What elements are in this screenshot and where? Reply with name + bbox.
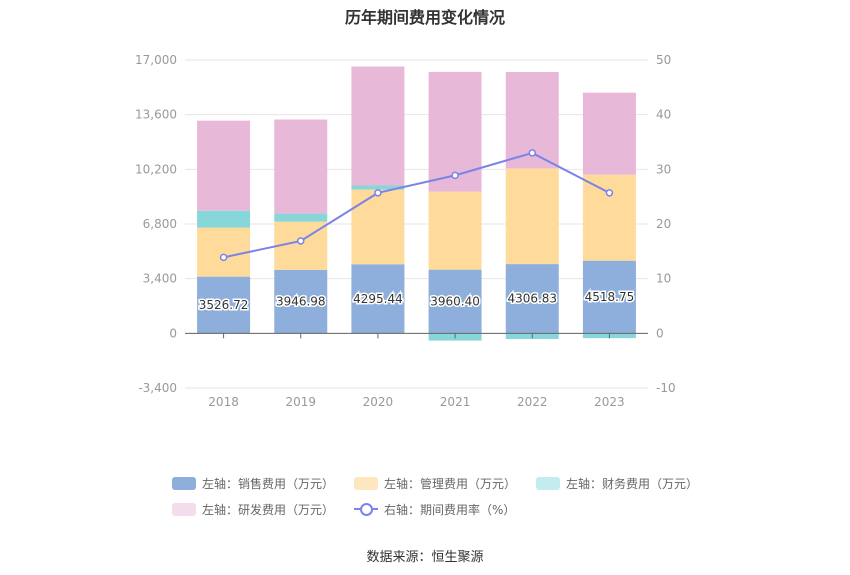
- legend-swatch-sales: [172, 476, 196, 490]
- x-tick-label: 2023: [594, 395, 625, 409]
- rate-point: [219, 253, 228, 262]
- y-right-tick-label: 0: [656, 326, 664, 340]
- bar-segment: [197, 227, 251, 277]
- bar-segment: [351, 264, 405, 334]
- y-right-tick-label: 50: [656, 53, 671, 67]
- bar-segment: [428, 191, 482, 270]
- legend-item-admin[interactable]: 左轴：管理费用（万元）: [354, 475, 516, 492]
- legend-label-sales: 左轴：销售费用（万元）: [202, 476, 335, 491]
- legend-item-finance[interactable]: 左轴：财务费用（万元）: [536, 475, 698, 492]
- legend-swatch-rnd: [172, 502, 196, 516]
- data-label: 4306.83: [507, 292, 557, 306]
- y-right-tick-label: 40: [656, 108, 671, 122]
- legend-label-rnd: 左轴：研发费用（万元）: [202, 502, 335, 517]
- x-tick-label: 2018: [208, 395, 239, 409]
- rate-point: [528, 149, 536, 157]
- bar-segment: [197, 210, 251, 228]
- bar-segment: [428, 269, 482, 334]
- legend-item-rnd[interactable]: 左轴：研发费用（万元）: [172, 501, 334, 518]
- data-label: 3960.40: [430, 294, 480, 308]
- bar-segment: [351, 189, 405, 265]
- bar-segment: [351, 66, 405, 186]
- legend-label-rate: 右轴：期间费用率（%）: [384, 502, 516, 517]
- bar-segment: [274, 119, 328, 214]
- legend-label-finance: 左轴：财务费用（万元）: [566, 476, 699, 491]
- legend-swatch-finance: [536, 476, 561, 490]
- x-tick-label: 2022: [517, 395, 548, 409]
- y-left-tick-label: 17,000: [135, 53, 177, 67]
- data-source: 数据来源：恒生聚源: [366, 550, 484, 565]
- rate-point: [374, 189, 382, 197]
- y-right-tick-label: 30: [656, 162, 671, 176]
- bar-segment: [274, 269, 328, 334]
- x-tick-label: 2019: [285, 395, 316, 409]
- rate-point: [451, 171, 459, 180]
- legend-item-sales[interactable]: 左轴：销售费用（万元）: [172, 475, 334, 492]
- bar-segment: [274, 213, 328, 222]
- legend: 左轴：销售费用（万元） 左轴：管理费用（万元） 左轴：财务费用（万元） 左轴：研…: [172, 472, 732, 524]
- bar-segment: [197, 120, 251, 211]
- y-left-tick-label: 0: [169, 326, 177, 340]
- bar-segment: [582, 174, 636, 261]
- data-label: 4295.44: [353, 292, 403, 306]
- bar-segment: [351, 185, 405, 190]
- bar-segment: [505, 264, 559, 334]
- rate-point: [605, 189, 614, 197]
- rate-line: [223, 151, 610, 259]
- y-left-tick-label: 13,600: [135, 108, 177, 122]
- bar-segment: [582, 260, 636, 334]
- x-tick-label: 2020: [363, 395, 394, 409]
- y-left-tick-label: 10,200: [135, 162, 177, 176]
- data-label: 4518.75: [585, 290, 635, 304]
- legend-swatch-admin: [354, 476, 379, 490]
- rate-point: [297, 237, 305, 245]
- data-label: 3946.98: [276, 295, 326, 309]
- legend-label-admin: 左轴：管理费用（万元）: [384, 476, 517, 491]
- legend-item-rate[interactable]: 右轴：期间费用率（%）: [354, 501, 515, 518]
- y-left-tick-label: 6,800: [143, 217, 177, 231]
- x-tick-label: 2021: [440, 395, 471, 409]
- y-left-tick-label: -3,400: [138, 381, 177, 395]
- y-left-tick-label: 3,400: [143, 272, 177, 286]
- chart-title: 历年期间费用变化情况: [344, 8, 505, 27]
- data-label: 3526.72: [199, 298, 249, 312]
- bar-segment: [197, 276, 251, 334]
- y-right-tick-label: 10: [656, 272, 671, 286]
- y-right-tick-label: -10: [656, 381, 676, 395]
- bar-segment: [582, 92, 636, 175]
- chart-canvas: 17,000 13,600 10,200 6,800 3,400 0 -3,400 50 40 3…: [135, 53, 676, 409]
- legend-swatch-rate: [354, 502, 379, 516]
- bar-segment: [505, 168, 559, 265]
- y-right-tick-label: 20: [656, 217, 671, 231]
